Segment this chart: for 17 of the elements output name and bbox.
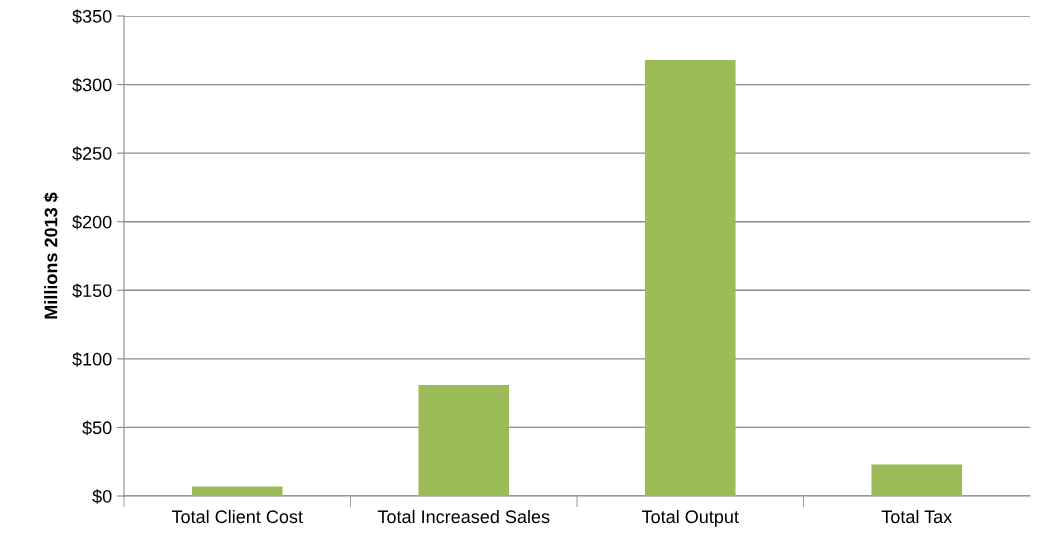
y-tick-label: $200 [72,214,112,230]
y-tick-label: $100 [72,352,112,367]
bar [191,486,283,496]
x-tick-label: Total Client Cost [171,509,303,524]
bar [418,384,510,496]
y-tick-label: $50 [82,420,112,436]
x-tick-label: Total Increased Sales [377,509,550,524]
bar [644,59,736,496]
bar [871,464,963,496]
y-tick-label: $350 [72,9,112,24]
y-tick-label: $250 [72,146,112,161]
x-tick-label: Total Output [641,509,739,527]
x-tick-label: Total Tax [881,509,953,524]
y-axis-title: Millions 2013 $ [43,192,59,319]
y-tick-label: $150 [72,283,112,299]
y-tick-label: $0 [92,489,112,504]
y-tick-label: $300 [72,77,112,93]
